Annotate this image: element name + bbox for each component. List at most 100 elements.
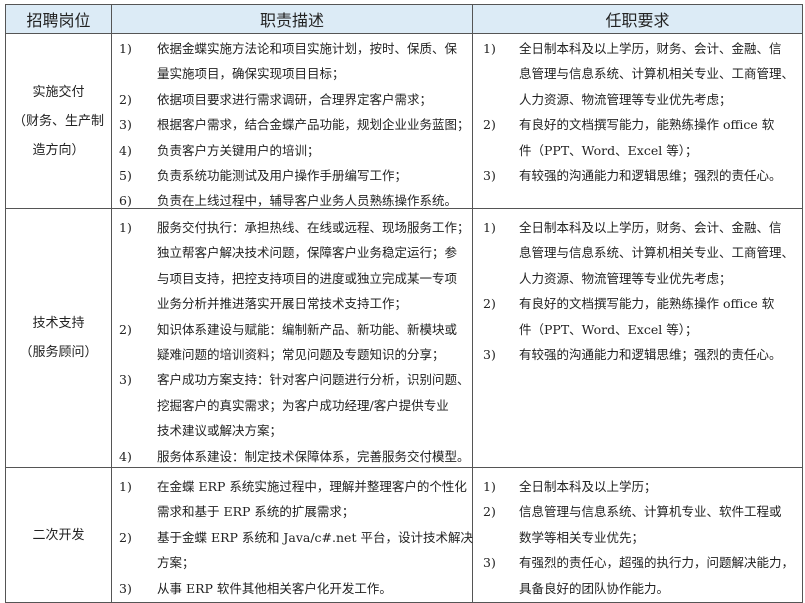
item-text: 有良好的文档撰写能力，能熟练操作 office 软 [519,296,775,312]
position-cell: 实施交付 （财务、生产制 造方向） [6,34,112,208]
list-item-line: 数学等相关专业优先； [473,525,802,550]
item-number: 5) [119,168,132,184]
item-text: 信息管理与信息系统、计算机专业、软件工程或 [519,504,782,520]
item-text: 服务体系建设：制定技术保障体系，完善服务交付模型。 [157,448,470,464]
item-text: 负责客户方关键用户的培训； [157,142,320,158]
item-text: 有较强的沟通能力和逻辑思维；强烈的责任心。 [519,168,782,184]
position-line: （服务顾问） [19,345,98,360]
requirements-list: 1) 全日制本科及以上学历，财务、会计、金融、信息管理与信息系统、计算机相关专业、… [473,34,802,188]
item-number [112,418,157,443]
item-text: 从事 ERP 软件其他相关客户化开发工作。 [157,580,392,596]
requirements-cell: 1) 全日制本科及以上学历，财务、会计、金融、信息管理与信息系统、计算机相关专业、… [473,34,802,208]
list-item-line: 2) 有良好的文档撰写能力，能熟练操作 office 软 [473,112,802,137]
item-number: 2) [119,321,132,337]
item-text: 负责在上线过程中，辅导客户业务人员熟练操作系统。 [157,193,458,209]
list-item-line: 独立帮客户解决技术问题，保障客户业务稳定运行；参 [112,240,472,265]
item-number: 2) [119,529,132,545]
list-item-line: 人力资源、物流管理等专业优先考虑； [473,87,802,112]
item-text: 基于金蝶 ERP 系统和 Java/c#.net 平台，设计技术解决 [157,529,473,545]
item-text: 件（PPT、Word、Excel 等）； [519,142,698,158]
item-text: 息管理与信息系统、计算机相关专业、工商管理、 [519,66,795,82]
requirements-list: 1) 全日制本科及以上学历； 2) 信息管理与信息系统、计算机专业、软件工程或数学等相… [473,468,802,601]
item-text: 业务分析并推进落实开展日常技术支持工作； [157,296,408,312]
table-row: 实施交付 （财务、生产制 造方向） 1) 依据金蝶实施方法论和项目实施计划，按时、保质、… [6,34,802,209]
list-item-line: 1) 依据金蝶实施方法论和项目实施计划，按时、保质、保 [112,36,472,61]
item-text: 有强烈的责任心，超强的执行力，问题解决能力， [519,555,795,571]
list-item-line: 疑难问题的培训资料；常见问题及专题知识的分享； [112,342,472,367]
position-line: 造方向） [32,142,85,158]
item-number: 2) [483,504,496,520]
requirements-cell: 1) 全日制本科及以上学历； 2) 信息管理与信息系统、计算机专业、软件工程或数学等相… [473,468,802,602]
item-text: 服务交付执行：承担热线、在线或远程、现场服务工作； [157,220,470,235]
item-text: 需求和基于 ERP 系统的扩展需求； [157,504,355,520]
list-item-line: 1) 全日制本科及以上学历，财务、会计、金融、信 [473,215,802,240]
item-number: 4) [119,142,132,158]
position-line: 二次开发 [32,527,85,543]
item-text: 全日制本科及以上学历，财务、会计、金融、信 [519,220,782,235]
item-number: 3) [483,555,496,571]
table-row: 技术支持 （服务顾问） 1) 服务交付执行：承担热线、在线或远程、现场服务工作； 独立帮… [6,209,802,468]
item-number: 1) [483,479,496,494]
item-number: 2) [483,296,496,312]
item-text: 人力资源、物流管理等专业优先考虑； [519,270,732,286]
position-name: 实施交付 （财务、生产制 造方向） [6,34,111,208]
item-number: 1) [483,41,496,56]
position-name: 技术支持 （服务顾问） [6,209,111,467]
item-number [473,138,519,163]
item-text: 有良好的文档撰写能力，能熟练操作 office 软 [519,117,775,133]
item-number: 6) [119,193,132,209]
list-item-line: 挖掘客户的真实需求；为客户成功经理/客户提供专业 [112,393,472,418]
item-number: 1) [119,479,132,494]
list-item-line: 4) 负责客户方关键用户的培训； [112,138,472,163]
list-item-line: 3) 有较强的沟通能力和逻辑思维；强烈的责任心。 [473,342,802,367]
position-line: 实施交付 [32,84,85,100]
header-position: 招聘岗位 [6,5,112,33]
item-number [112,61,157,86]
item-number [112,240,157,265]
item-number [112,499,157,524]
duties-list: 1) 服务交付执行：承担热线、在线或远程、现场服务工作； 独立帮客户解决技术问题，保… [112,209,472,469]
item-number: 4) [119,448,132,464]
position-cell: 技术支持 （服务顾问） [6,209,112,467]
item-text: 技术建议或解决方案； [157,423,283,439]
position-line: （财务、生产制 [12,113,104,129]
list-item-line: 3) 有较强的沟通能力和逻辑思维；强烈的责任心。 [473,163,802,188]
list-item-line: 3) 从事 ERP 软件其他相关客户化开发工作。 [112,576,472,601]
item-number: 2) [119,91,132,107]
item-text: 知识体系建设与赋能：编制新产品、新功能、新模块或 [157,321,458,337]
item-text: 疑难问题的培训资料；常见问题及专题知识的分享； [157,347,445,363]
list-item-line: 息管理与信息系统、计算机相关专业、工商管理、 [473,240,802,265]
item-text: 人力资源、物流管理等专业优先考虑； [519,91,732,107]
list-item-line: 1) 在金蝶 ERP 系统实施过程中，理解并整理客户的个性化 [112,474,472,499]
position-name: 二次开发 [6,468,111,602]
item-number [112,550,157,575]
requirements-cell: 1) 全日制本科及以上学历，财务、会计、金融、信息管理与信息系统、计算机相关专业、… [473,209,802,467]
item-text: 息管理与信息系统、计算机相关专业、工商管理、 [519,245,795,261]
list-item-line: 具备良好的团队协作能力。 [473,576,802,601]
list-item-line: 2) 有良好的文档撰写能力，能熟练操作 office 软 [473,291,802,316]
header-duties: 职责描述 [112,5,473,33]
list-item-line: 量实施项目，确保实现项目目标； [112,61,472,86]
list-item-line: 4) 服务体系建设：制定技术保障体系，完善服务交付模型。 [112,444,472,469]
table-row: 二次开发 1) 在金蝶 ERP 系统实施过程中，理解并整理客户的个性化 需求和基于 E… [6,468,802,603]
item-number [112,266,157,291]
item-number [473,240,519,265]
item-number: 3) [119,372,132,388]
item-text: 与项目支持，把控支持项目的进度或独立完成某一专项 [157,270,458,286]
item-text: 客户成功方案支持：针对客户问题进行分析，识别问题、 [157,372,470,388]
list-item-line: 2) 依据项目要求进行需求调研，合理界定客户需求； [112,87,472,112]
item-number [473,266,519,291]
item-number: 3) [483,168,496,184]
item-number: 1) [119,41,132,56]
item-text: 依据金蝶实施方法论和项目实施计划，按时、保质、保 [157,41,458,56]
item-text: 在金蝶 ERP 系统实施过程中，理解并整理客户的个性化 [157,479,467,494]
duties-list: 1) 依据金蝶实施方法论和项目实施计划，按时、保质、保量实施项目，确保实现项目目标… [112,34,472,214]
list-item-line: 1) 全日制本科及以上学历，财务、会计、金融、信 [473,36,802,61]
list-item-line: 3) 有强烈的责任心，超强的执行力，问题解决能力， [473,550,802,575]
list-item-line: 2) 基于金蝶 ERP 系统和 Java/c#.net 平台，设计技术解决 [112,525,473,550]
item-text: 全日制本科及以上学历； [519,479,657,494]
list-item-line: 5) 负责系统功能测试及用户操作手册编写工作； [112,163,472,188]
item-number [473,87,519,112]
duties-list: 1) 在金蝶 ERP 系统实施过程中，理解并整理客户的个性化 需求和基于 ERP 系… [112,468,473,601]
item-text: 负责系统功能测试及用户操作手册编写工作； [157,168,408,184]
